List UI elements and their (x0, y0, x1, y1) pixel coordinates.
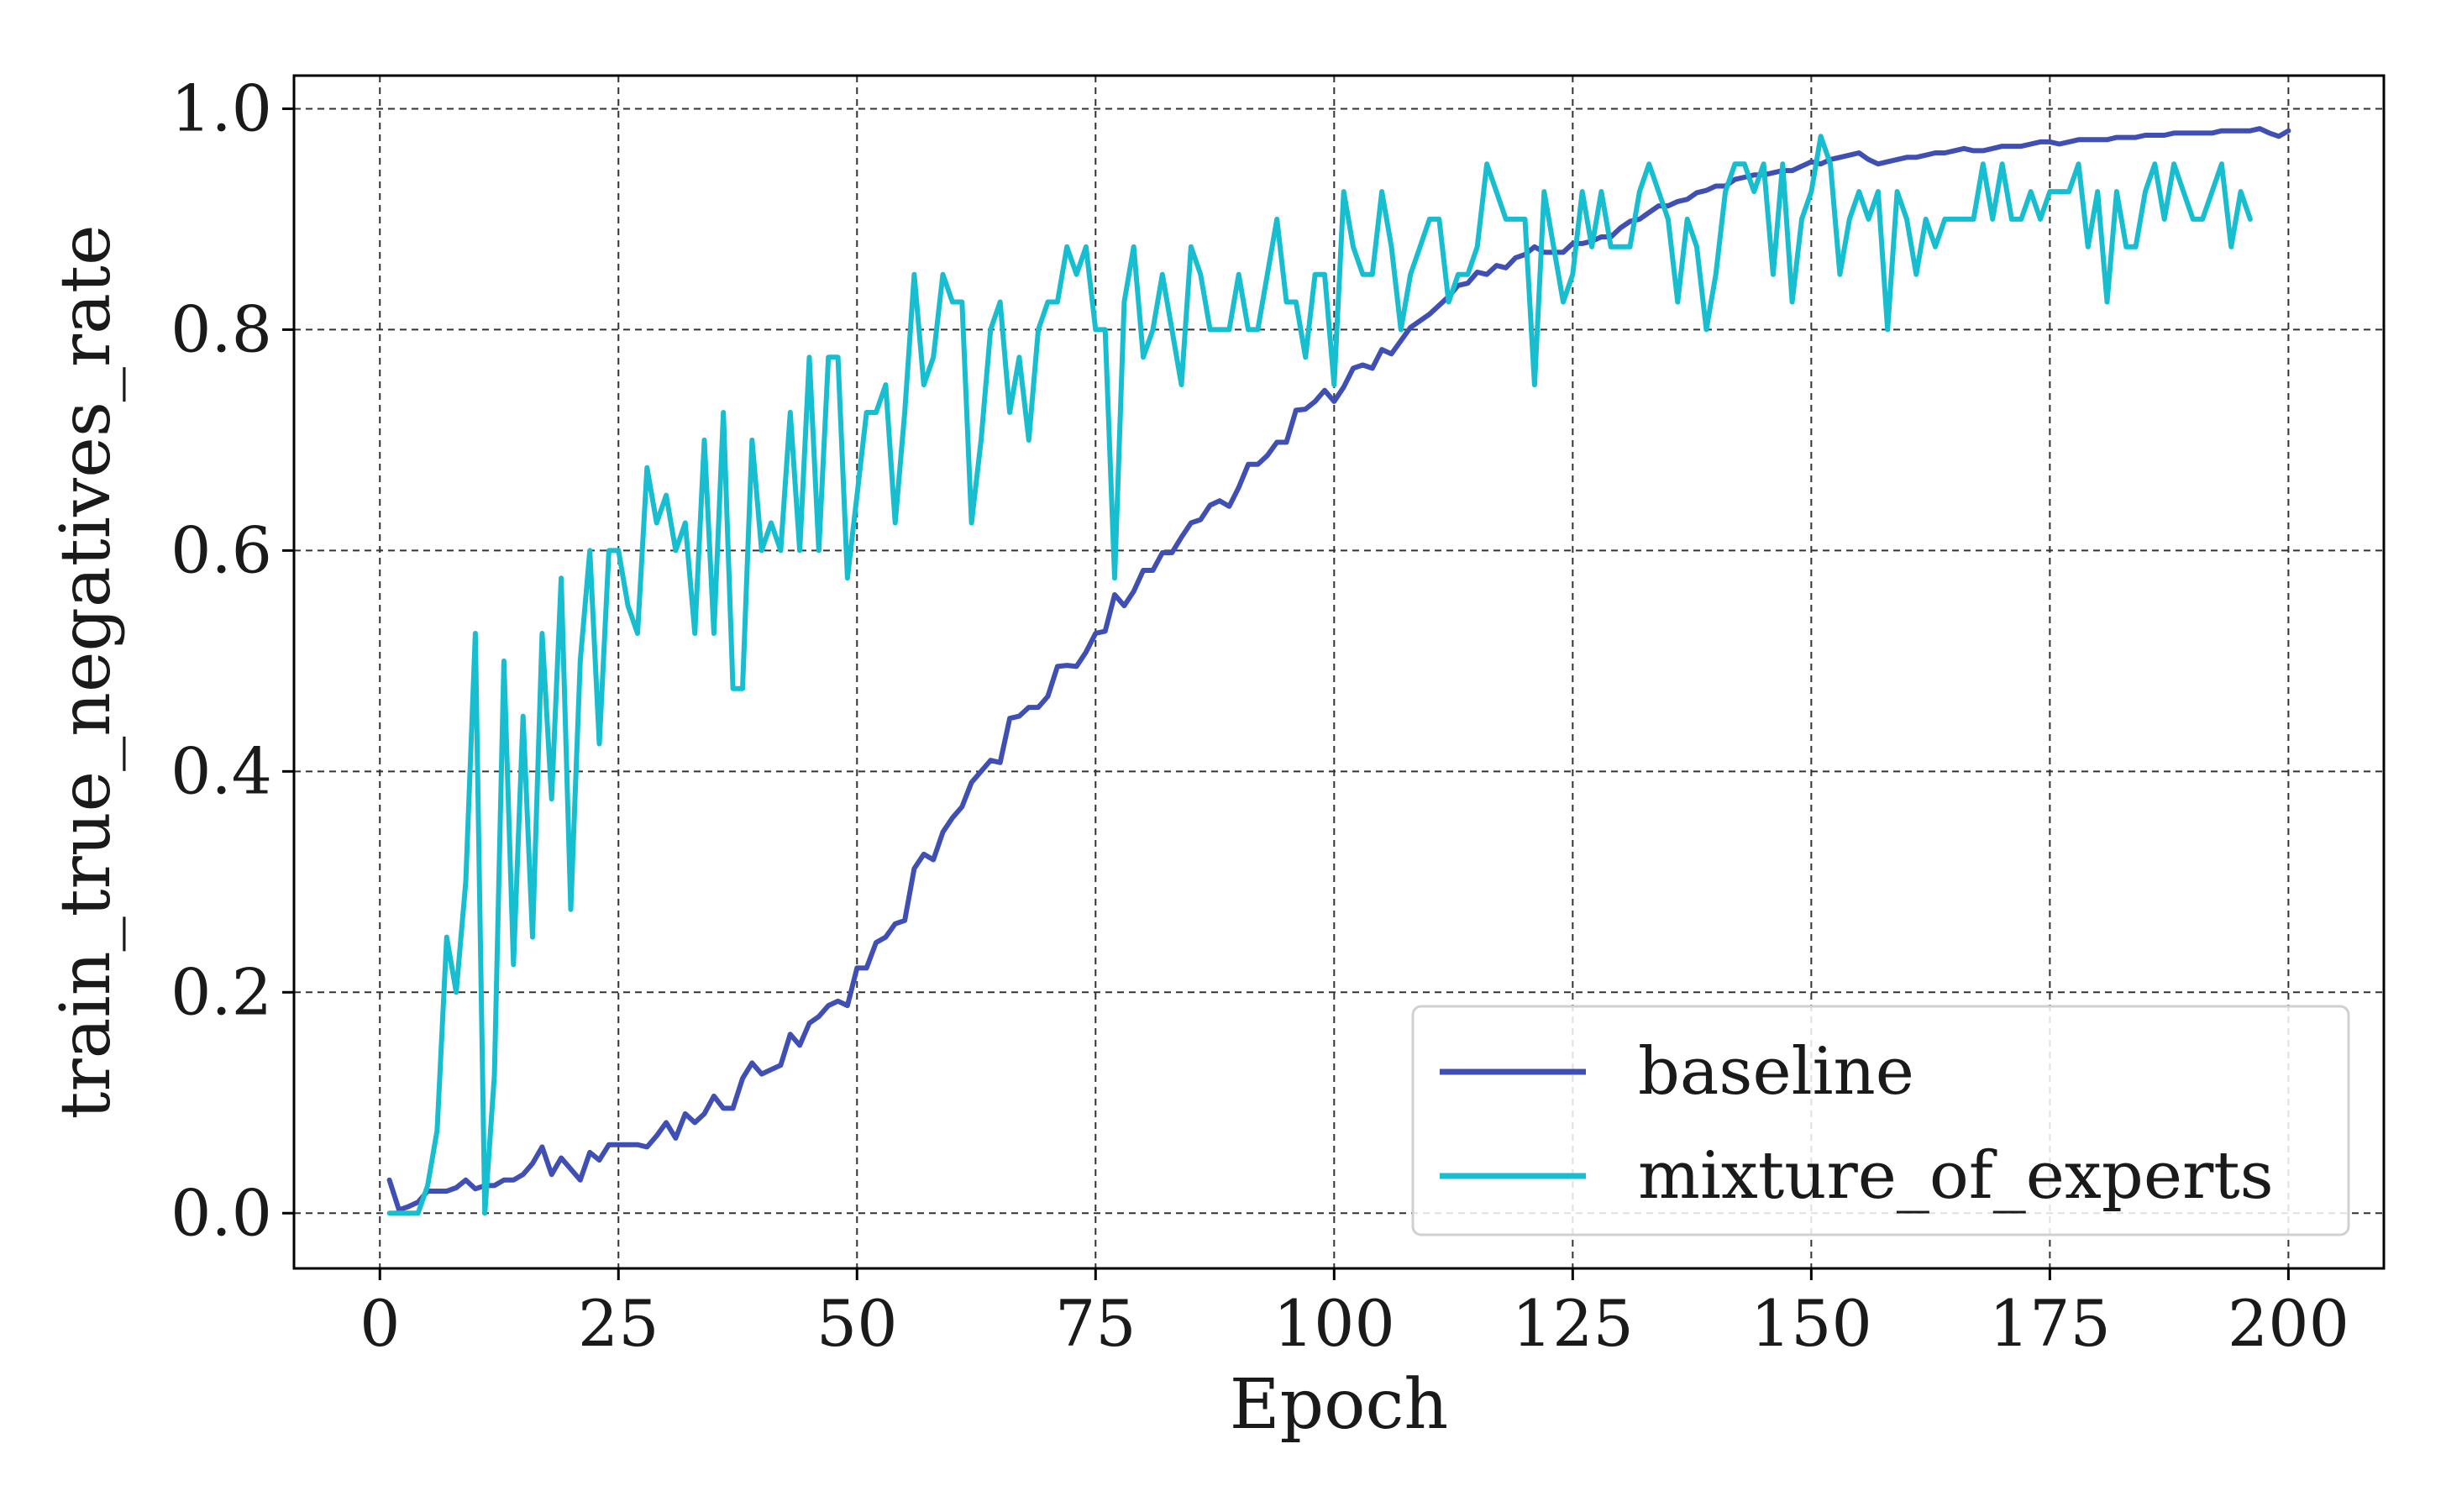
x-tick-label: 75 (1055, 1286, 1136, 1361)
legend-label-baseline: baseline (1638, 1034, 1914, 1110)
x-tick-label: 0 (360, 1286, 400, 1361)
x-tick-label: 150 (1751, 1286, 1872, 1361)
legend-label-mixture-of-experts: mixture_of_experts (1638, 1138, 2274, 1214)
x-tick-label: 100 (1273, 1286, 1395, 1361)
y-tick-label: 0.8 (171, 291, 272, 366)
y-tick-label: 1.0 (171, 71, 272, 145)
x-tick-label: 50 (816, 1286, 898, 1361)
legend-box (1411, 1005, 2350, 1236)
x-axis-label: Epoch (1230, 1365, 1448, 1445)
series-group (386, 126, 2291, 1216)
x-tick-label: 200 (2228, 1286, 2349, 1361)
y-tick-label: 0.6 (171, 512, 272, 587)
x-tick-label: 175 (1989, 1286, 2111, 1361)
series-line-mixture-of-experts (386, 134, 2253, 1216)
plot-area-frame (292, 74, 2386, 1270)
axis-ticks: 0 25 50 75 100 125 150 175 200 0.0 0.2 0.4 0.6 0.8 1.0 (171, 71, 2349, 1361)
y-tick-label: 0.2 (171, 954, 272, 1029)
x-tick-label: 25 (578, 1286, 659, 1361)
y-tick-label: 0.0 (171, 1175, 272, 1250)
legend: baseline mixture_of_experts (1411, 1005, 2350, 1236)
series-line-baseline (386, 126, 2291, 1213)
y-axis-label: train_true_negatives_rate (46, 225, 126, 1120)
y-tick-label: 0.4 (171, 733, 272, 808)
x-tick-label: 125 (1512, 1286, 1634, 1361)
